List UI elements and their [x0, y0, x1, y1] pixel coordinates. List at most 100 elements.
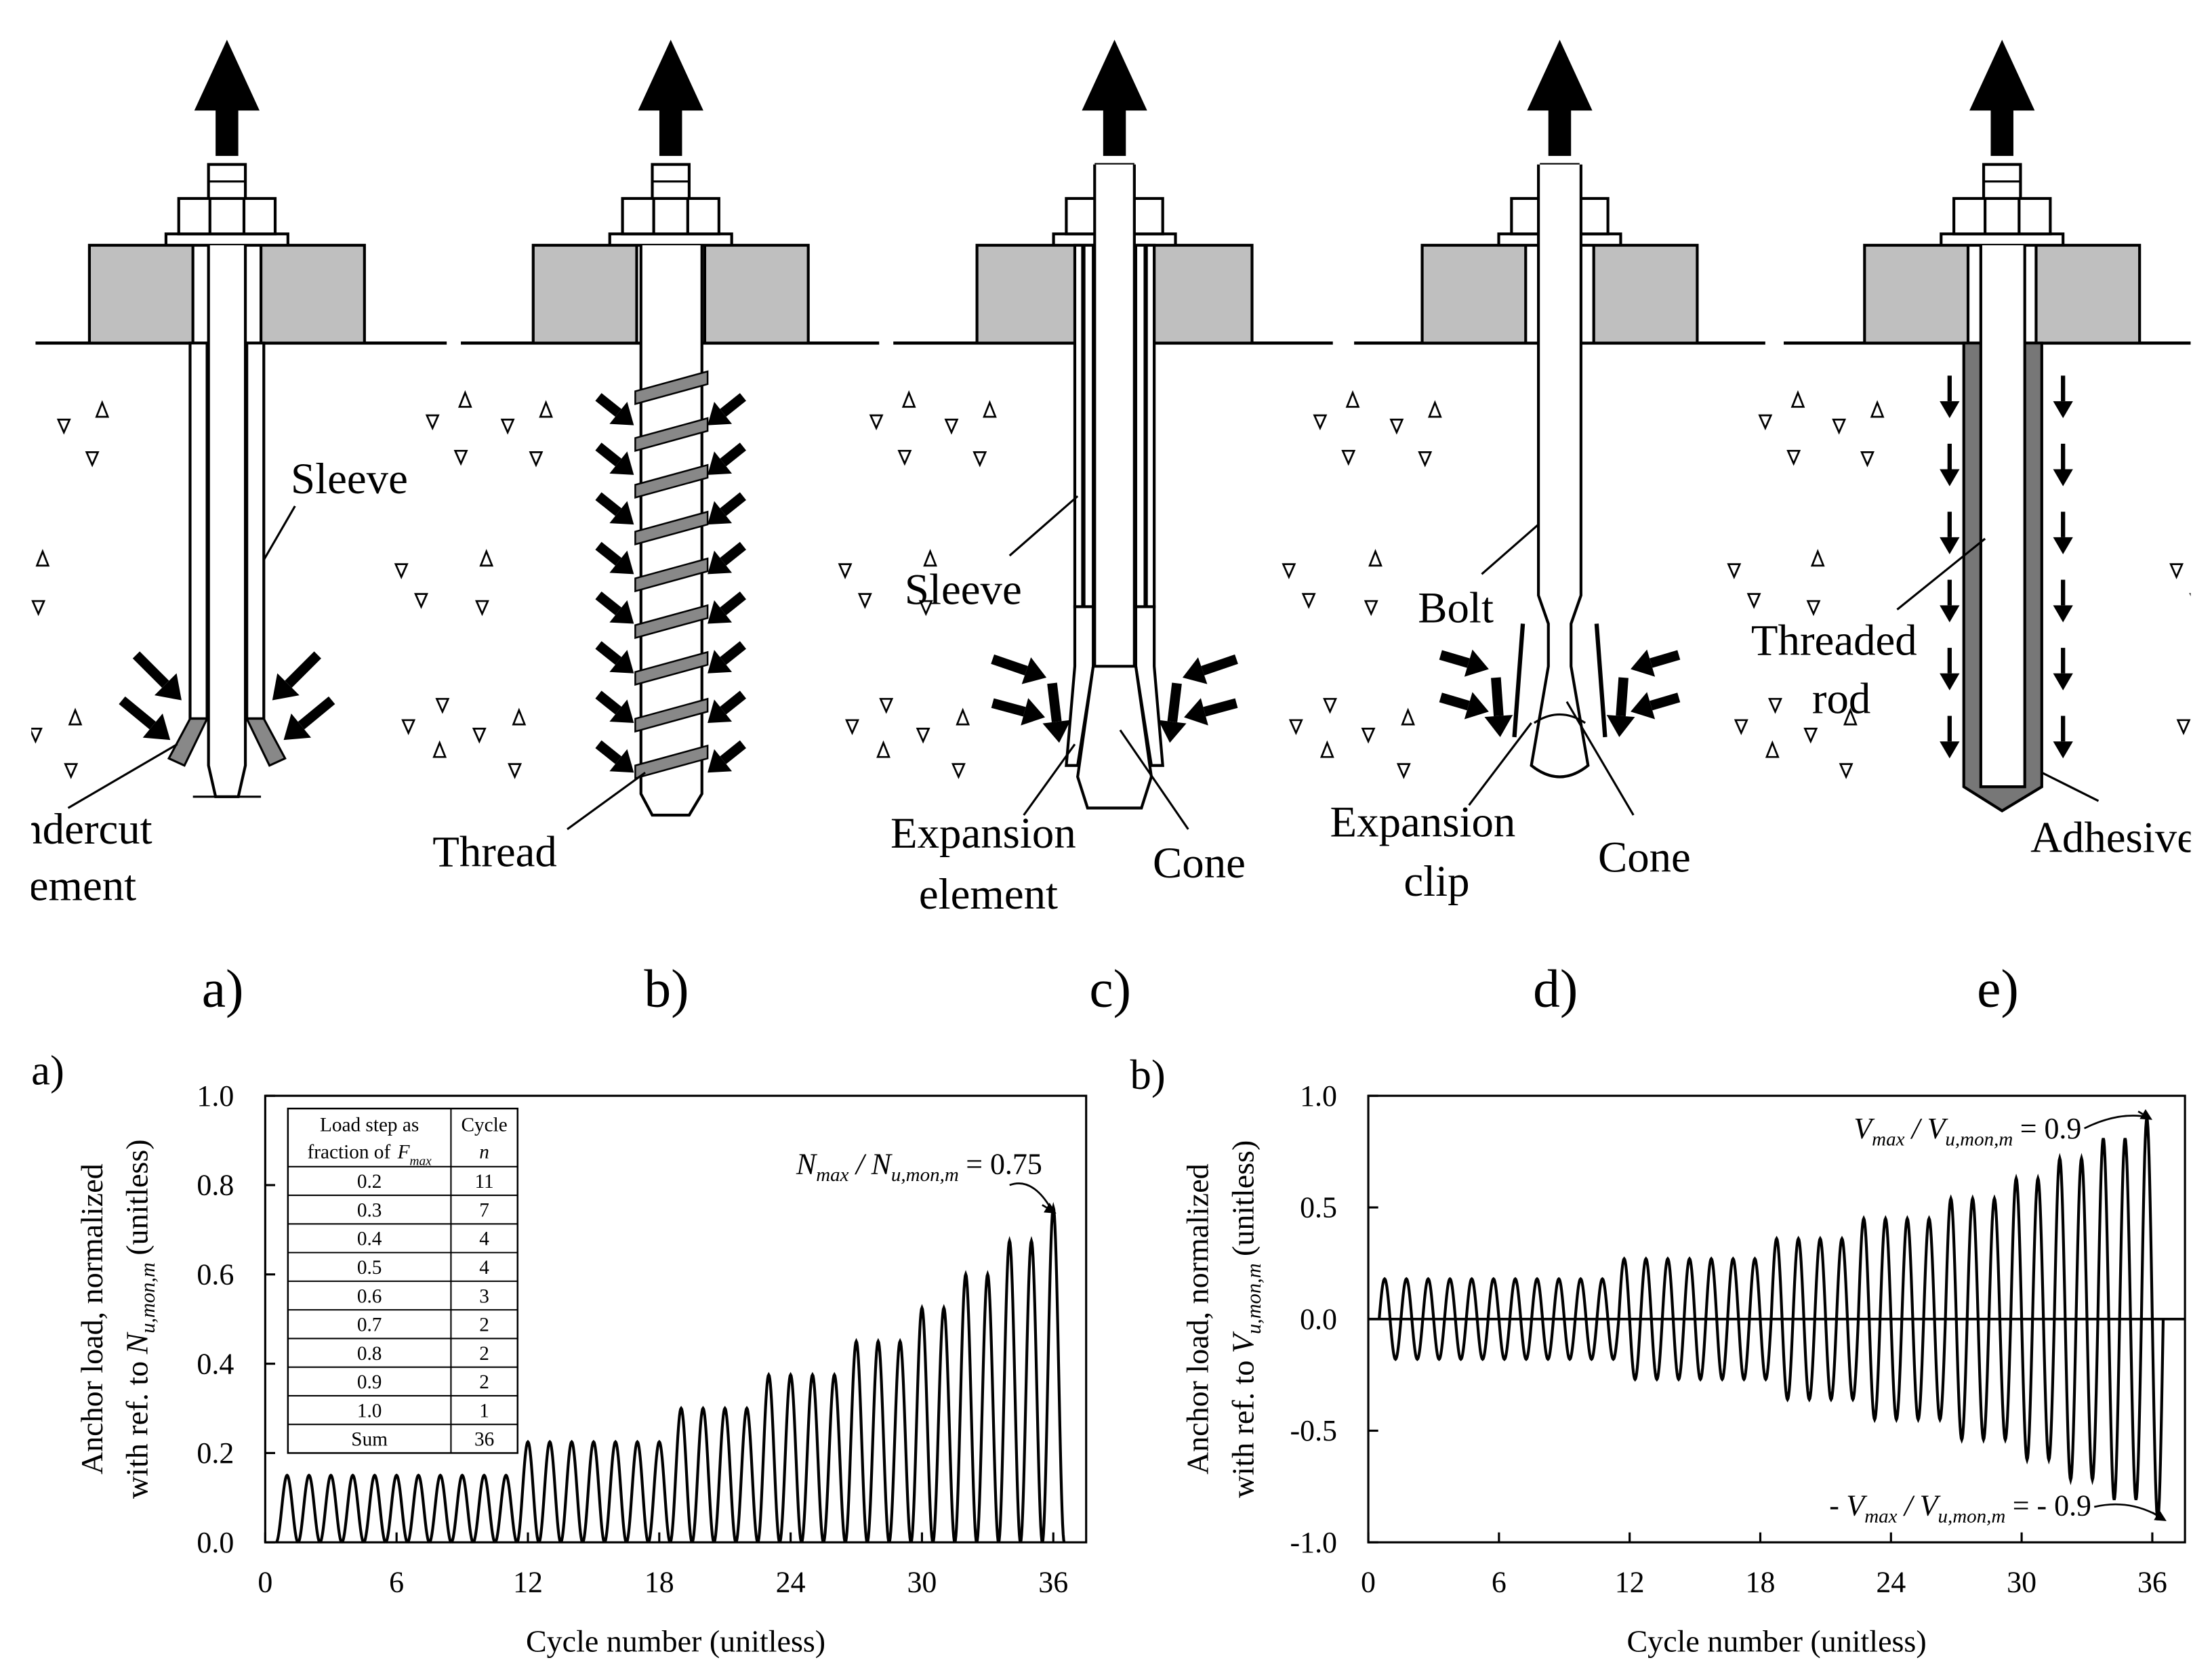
load-cycle [975, 1270, 1000, 1543]
annotation: - Vmax / Vu,mon,m = - 0.9 [1829, 1489, 2091, 1527]
load-arrow-head [194, 39, 260, 111]
load-cycle [1704, 1256, 1729, 1382]
load-cycle [778, 1371, 803, 1544]
aggregate [869, 414, 884, 431]
load-arrow-head [1969, 39, 2035, 111]
arrow-head [708, 749, 733, 773]
panel-label: a) [31, 1046, 64, 1094]
arrow-head [708, 402, 733, 426]
aggregate [1806, 600, 1821, 617]
y-tick-label: 1.0 [197, 1079, 234, 1113]
load-cycle [1944, 1194, 1969, 1444]
arrow-head [708, 699, 733, 723]
washer [1940, 232, 2065, 247]
load-cycle [516, 1439, 540, 1544]
load-cycle [2053, 1153, 2078, 1485]
panel-label: e) [1977, 959, 2019, 1018]
load-arrow-shaft [659, 104, 682, 157]
thread [634, 697, 709, 733]
arrow-shaft [720, 393, 746, 417]
aggregate [394, 563, 409, 579]
subscript: u,mon,m [891, 1164, 959, 1186]
washer [164, 232, 289, 247]
aggregate [901, 390, 916, 408]
aggregate [1734, 719, 1748, 735]
arrow-head [708, 650, 733, 674]
arrow-shaft [1650, 650, 1681, 668]
arrow-head [272, 673, 300, 701]
load-cycle [756, 1371, 781, 1544]
load-cycle [472, 1473, 496, 1544]
arrow-head [708, 501, 733, 525]
plot-frame [264, 1094, 1088, 1544]
table-cell: 1.0 [357, 1400, 382, 1422]
load-cycle [1748, 1256, 1773, 1382]
aggregate [1758, 414, 1773, 431]
text-part: Anchor load, normalized [75, 1163, 109, 1474]
load-cycle [1726, 1256, 1751, 1382]
text-part: N [871, 1147, 893, 1180]
table-cell: 3 [479, 1285, 489, 1307]
arrow-shaft [1042, 1204, 1048, 1209]
aggregate [1803, 727, 1818, 744]
x-tick-label: 24 [776, 1565, 806, 1598]
load-cycle [319, 1473, 343, 1544]
text-part: with ref. to [120, 1361, 155, 1499]
load-cycle [953, 1270, 979, 1543]
x-tick-label: 12 [1615, 1565, 1645, 1598]
undercut-element [167, 718, 209, 767]
text-part: N [120, 1331, 155, 1354]
table-cell: 4 [479, 1228, 489, 1250]
nut [621, 196, 720, 236]
aggregate [857, 593, 872, 609]
load-cycle [1617, 1256, 1642, 1382]
aggregate [1389, 418, 1404, 435]
subscript: u,mon,m [136, 1262, 159, 1333]
load-cycle [1486, 1277, 1512, 1361]
arrow-shaft [2137, 1111, 2144, 1115]
aggregate [435, 698, 450, 714]
load-cycle [1900, 1215, 1925, 1424]
arrow-shaft [1491, 677, 1504, 717]
load-cycle [1639, 1256, 1664, 1382]
load-arrow-shaft [1990, 104, 2013, 157]
arrow-head [1940, 605, 1960, 623]
text-part: = 0.9 [2020, 1112, 2082, 1145]
arrow-shaft [1439, 692, 1470, 711]
arrow-head [142, 713, 171, 741]
thread [634, 370, 709, 405]
load-cycle [2139, 1117, 2165, 1520]
arrow-head [1940, 741, 1960, 759]
sleeve [245, 341, 266, 720]
load-cycle [1508, 1277, 1534, 1361]
text-part: - [1829, 1489, 1839, 1522]
aggregate [1313, 414, 1328, 431]
load-cycle [450, 1473, 474, 1544]
aggregate [1768, 698, 1782, 714]
load-cycle [275, 1473, 300, 1544]
aggregate [879, 698, 894, 714]
y-tick-label: -1.0 [1290, 1526, 1337, 1559]
aggregate [401, 719, 416, 735]
aggregate [1401, 707, 1416, 726]
load-cycle [384, 1473, 409, 1544]
arrow-head [1042, 720, 1071, 743]
text-part: Cycle [461, 1115, 507, 1136]
thread [634, 417, 709, 452]
x-tick-label: 6 [389, 1565, 404, 1598]
aggregate [457, 390, 472, 408]
text-part: (unitless) [120, 1139, 155, 1255]
load-cycle [1041, 1201, 1066, 1543]
load-cycle [581, 1439, 606, 1544]
diagram-label: rod [1812, 674, 1870, 723]
table-cell: 1 [479, 1400, 489, 1422]
aggregate [414, 593, 428, 609]
load-cycle [669, 1405, 693, 1544]
aggregate [916, 727, 930, 744]
arrow-shaft [298, 696, 335, 730]
aggregate [425, 414, 440, 431]
aggregate [95, 400, 110, 418]
subscript: u,mon,m [1945, 1128, 2013, 1150]
arrow-head [283, 713, 312, 741]
text-part: V [1920, 1489, 1942, 1522]
